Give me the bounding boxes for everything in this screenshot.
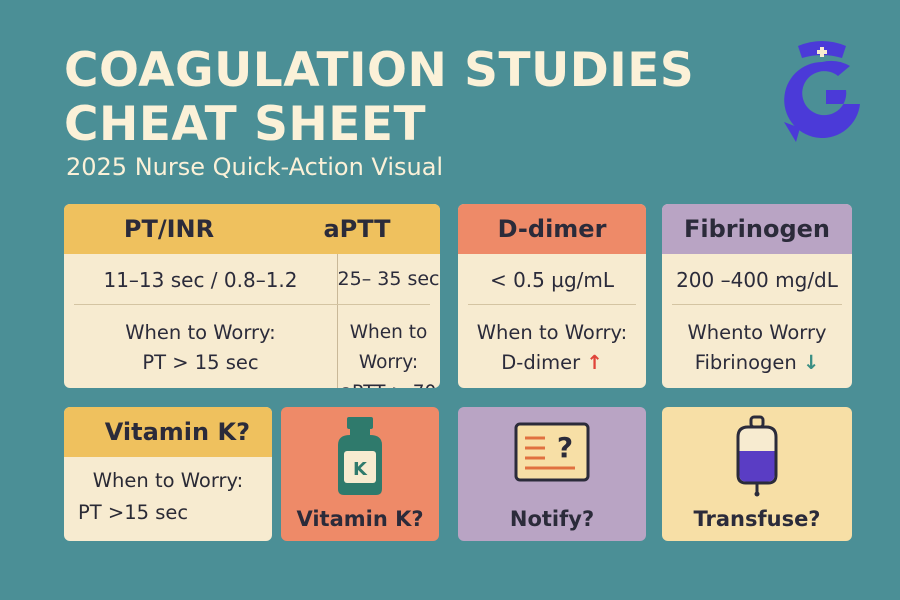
pt-inr-title: PT/INR	[123, 215, 215, 243]
ddimer-worry-label: When to Worry:	[476, 321, 628, 344]
transfuse-label: Transfuse?	[693, 507, 821, 531]
fibrinogen-range: 200 –400 mg/dL	[676, 268, 838, 292]
fibrinogen-title: Fibrinogen	[662, 204, 852, 254]
title-line-2: CHEAT SHEET	[64, 97, 427, 152]
medicine-bottle-icon: K	[338, 417, 382, 495]
aptt-worry-value: aPTT > 70 sec	[337, 378, 440, 388]
question-glyph: ?	[557, 431, 573, 464]
vitamin-k-worry-label: When to Worry:	[92, 469, 244, 492]
pt-aptt-card: PT/INR aPTT 11–13 sec / 0.8–1.2 25– 35 s…	[64, 204, 440, 388]
row-divider	[672, 304, 842, 305]
aptt-worry-label: When to Worry:	[349, 322, 428, 373]
medicine-bottle-icon-wrap: K	[281, 415, 439, 497]
page-title: COAGULATION STUDIES CHEAT SHEET	[64, 44, 694, 152]
title-line-1: COAGULATION STUDIES	[64, 43, 695, 98]
ddimer-worry-value: D-dimer	[501, 351, 581, 374]
aptt-worry: When to Worry: aPTT > 70 sec	[337, 318, 440, 388]
page-subtitle: 2025 Nurse Quick-Action Visual	[66, 153, 444, 181]
vitamin-k-title: Vitamin K?	[64, 407, 272, 457]
ddimer-worry-line: D-dimer ↑	[458, 348, 646, 378]
vitamin-k-action-card: K Vitamin K?	[281, 407, 439, 541]
pt-worry: When to Worry: PT > 15 sec	[64, 318, 337, 378]
fibrinogen-worry-line: Fibrinogen ↓	[662, 348, 852, 378]
column-divider	[337, 254, 338, 388]
ddimer-worry: When to Worry: D-dimer ↑	[458, 318, 646, 378]
arrow-up-icon: ↑	[586, 351, 603, 374]
notify-card: ? Notify?	[458, 407, 646, 541]
ddimer-title: D-dimer	[458, 204, 646, 254]
row-divider	[468, 304, 636, 305]
blood-bag-icon-wrap	[662, 415, 852, 497]
bottle-letter: K	[353, 459, 368, 480]
vitamin-k-worry-value: PT >15 sec	[78, 501, 189, 524]
aptt-title: aPTT	[323, 215, 391, 243]
arrow-down-icon: ↓	[802, 351, 820, 374]
fibrinogen-worry-label: Whento Worry	[687, 321, 827, 344]
clipboard-icon-wrap: ?	[458, 421, 646, 483]
fibrinogen-worry: Whento Worry Fibrinogen ↓	[662, 318, 852, 378]
aptt-range: 25– 35 sec	[337, 268, 440, 290]
clipboard-question-icon: ?	[514, 422, 590, 482]
pt-worry-value: PT > 15 sec	[142, 351, 259, 374]
notify-label: Notify?	[509, 507, 595, 531]
vitamin-k-action-label: Vitamin K?	[296, 507, 424, 531]
nurse-cap-g-logo	[784, 41, 860, 142]
fibrinogen-card: Fibrinogen 200 –400 mg/dL Whento Worry F…	[662, 204, 852, 388]
vitamin-k-card: Vitamin K? When to Worry: PT >15 sec	[64, 407, 272, 541]
transfuse-card: Transfuse?	[662, 407, 852, 541]
pt-inr-range: 11–13 sec / 0.8–1.2	[103, 268, 298, 292]
ddimer-range: < 0.5 µg/mL	[489, 268, 615, 292]
pt-worry-label: When to Worry:	[125, 321, 276, 344]
row-divider	[74, 304, 430, 305]
blood-bag-icon	[736, 415, 778, 497]
fibrinogen-worry-value: Fibrinogen	[694, 351, 797, 374]
ddimer-card: D-dimer < 0.5 µg/mL When to Worry: D-dim…	[458, 204, 646, 388]
pt-aptt-header: PT/INR aPTT	[64, 204, 440, 254]
